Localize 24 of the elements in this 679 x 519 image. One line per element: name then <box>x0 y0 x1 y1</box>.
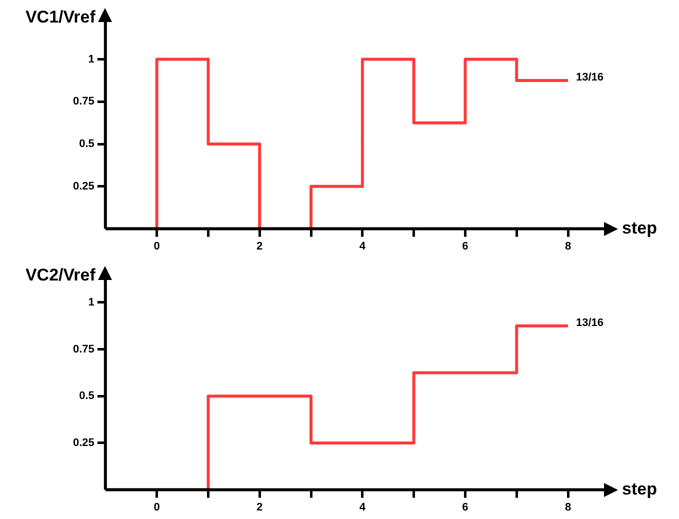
y-axis-title: VC1/Vref <box>25 8 96 27</box>
x-tick-label: 0 <box>154 240 160 252</box>
y-axis-title: VC2/Vref <box>25 266 96 285</box>
x-tick-label: 8 <box>564 240 572 252</box>
y-tick-label: 1 <box>88 53 94 66</box>
x-tick-label: 4 <box>359 240 366 252</box>
y-tick-label: 1 <box>88 296 94 309</box>
x-tick-label: 2 <box>256 240 263 252</box>
x-tick-label: 6 <box>462 501 468 514</box>
y-tick-label: 0.5 <box>79 390 94 402</box>
x-tick-label: 0 <box>154 501 160 514</box>
x-tick-label: 2 <box>256 501 263 514</box>
x-tick-label: 8 <box>564 501 572 514</box>
x-axis-title: step <box>622 479 657 498</box>
y-tick-label: 0.25 <box>72 180 94 192</box>
y-tick-label: 0.25 <box>72 437 94 449</box>
x-tick-label: 6 <box>462 240 468 252</box>
y-tick-label: 0.5 <box>79 138 94 150</box>
y-tick-label: 0.75 <box>72 96 94 108</box>
annotation: 13/16 <box>576 72 604 84</box>
annotation: 13/16 <box>576 316 604 329</box>
y-tick-label: 0.75 <box>72 343 94 356</box>
x-tick-label: 4 <box>359 501 366 514</box>
x-axis-title: step <box>622 218 657 238</box>
